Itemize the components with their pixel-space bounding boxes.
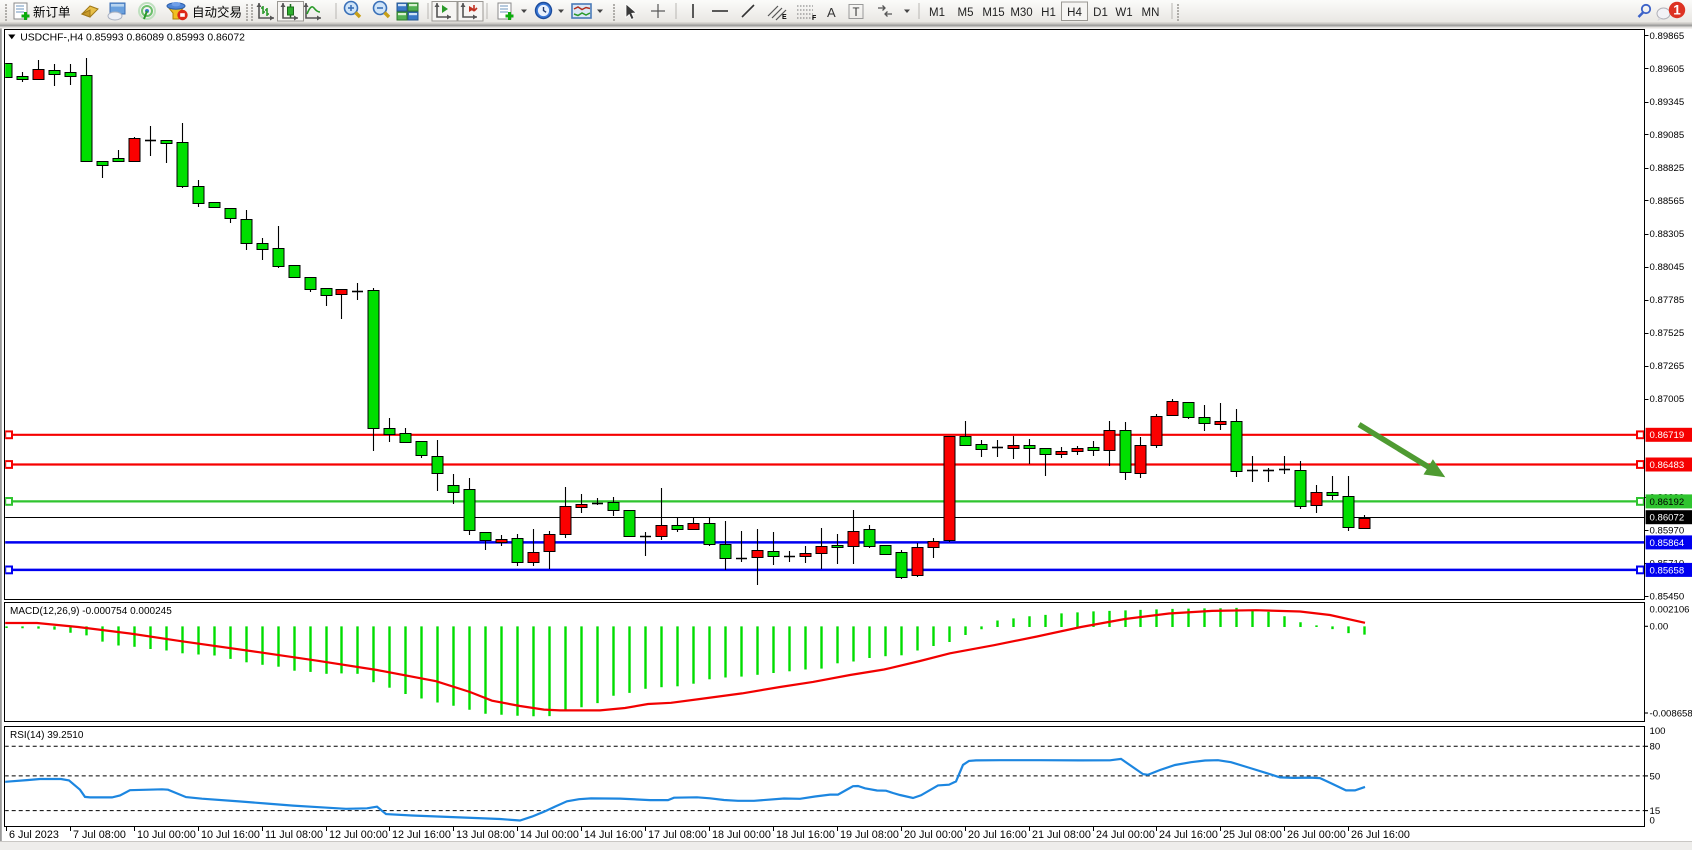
svg-text:USDCHF-,H4 0.85993 0.86089 0.: USDCHF-,H4 0.85993 0.86089 0.85993 0.860… (20, 32, 245, 43)
svg-text:MACD(12,26,9) -0.000754 0.0002: MACD(12,26,9) -0.000754 0.000245 (10, 606, 172, 617)
svg-text:80: 80 (1650, 742, 1661, 753)
svg-text:D1: D1 (1093, 7, 1108, 19)
svg-text:RSI(14) 39.2510: RSI(14) 39.2510 (10, 730, 84, 741)
svg-text:M5: M5 (958, 7, 974, 19)
svg-text:20 Jul 16:00: 20 Jul 16:00 (968, 829, 1027, 841)
svg-text:17 Jul 08:00: 17 Jul 08:00 (648, 829, 707, 841)
svg-text:0.86072: 0.86072 (1650, 513, 1685, 524)
svg-text:14 Jul 16:00: 14 Jul 16:00 (584, 829, 643, 841)
svg-text:0.00: 0.00 (1650, 622, 1669, 633)
svg-text:13 Jul 08:00: 13 Jul 08:00 (456, 829, 515, 841)
svg-text:M15: M15 (982, 7, 1004, 19)
svg-text:0.86719: 0.86719 (1650, 430, 1685, 441)
svg-text:6 Jul 2023: 6 Jul 2023 (9, 829, 59, 841)
svg-text:0.85658: 0.85658 (1650, 565, 1685, 576)
svg-text:W1: W1 (1115, 7, 1132, 19)
svg-text:0.88305: 0.88305 (1650, 229, 1685, 240)
svg-text:0.87525: 0.87525 (1650, 328, 1685, 339)
svg-text:10 Jul 00:00: 10 Jul 00:00 (137, 829, 196, 841)
svg-text:0.89605: 0.89605 (1650, 64, 1685, 75)
svg-text:F: F (812, 15, 817, 22)
svg-text:0.89085: 0.89085 (1650, 130, 1685, 141)
svg-text:19 Jul 08:00: 19 Jul 08:00 (840, 829, 899, 841)
svg-text:50: 50 (1650, 771, 1661, 782)
svg-text:14 Jul 00:00: 14 Jul 00:00 (520, 829, 579, 841)
svg-text:24 Jul 16:00: 24 Jul 16:00 (1159, 829, 1218, 841)
svg-text:0.89345: 0.89345 (1650, 97, 1685, 108)
svg-text:0: 0 (1650, 816, 1655, 827)
svg-text:新订单: 新订单 (33, 5, 71, 20)
svg-text:0.87785: 0.87785 (1650, 295, 1685, 306)
svg-text:自动交易: 自动交易 (192, 5, 242, 20)
svg-text:20 Jul 00:00: 20 Jul 00:00 (904, 829, 963, 841)
svg-text:26 Jul 00:00: 26 Jul 00:00 (1287, 829, 1346, 841)
svg-text:0.86192: 0.86192 (1650, 497, 1685, 508)
svg-text:0.85450: 0.85450 (1650, 592, 1685, 603)
svg-text:15: 15 (1650, 806, 1661, 817)
svg-text:A: A (827, 5, 836, 20)
svg-text:18 Jul 00:00: 18 Jul 00:00 (712, 829, 771, 841)
svg-text:100: 100 (1650, 726, 1666, 737)
svg-text:0.87265: 0.87265 (1650, 361, 1685, 372)
svg-text:0.88825: 0.88825 (1650, 163, 1685, 174)
svg-text:E: E (782, 14, 787, 21)
svg-text:M30: M30 (1010, 7, 1032, 19)
svg-text:0.85970: 0.85970 (1650, 526, 1685, 537)
svg-text:1: 1 (1673, 3, 1681, 18)
svg-text:M1: M1 (929, 7, 945, 19)
svg-text:26 Jul 16:00: 26 Jul 16:00 (1351, 829, 1410, 841)
svg-text:H1: H1 (1041, 7, 1056, 19)
svg-text:18 Jul 16:00: 18 Jul 16:00 (776, 829, 835, 841)
svg-text:0.89865: 0.89865 (1650, 31, 1685, 42)
svg-text:25 Jul 08:00: 25 Jul 08:00 (1223, 829, 1282, 841)
svg-text:24 Jul 00:00: 24 Jul 00:00 (1096, 829, 1155, 841)
svg-text:12 Jul 16:00: 12 Jul 16:00 (392, 829, 451, 841)
svg-text:-0.008658: -0.008658 (1650, 708, 1692, 719)
svg-text:7 Jul 08:00: 7 Jul 08:00 (73, 829, 126, 841)
svg-text:0.88565: 0.88565 (1650, 196, 1685, 207)
svg-text:0.85864: 0.85864 (1650, 538, 1685, 549)
svg-text:0.86483: 0.86483 (1650, 460, 1685, 471)
svg-text:0.002106: 0.002106 (1650, 604, 1690, 615)
svg-text:T: T (853, 7, 860, 19)
svg-text:0.88045: 0.88045 (1650, 262, 1685, 273)
svg-text:H4: H4 (1067, 7, 1082, 19)
svg-text:10 Jul 16:00: 10 Jul 16:00 (201, 829, 260, 841)
svg-text:11 Jul 08:00: 11 Jul 08:00 (265, 829, 323, 841)
svg-text:12 Jul 00:00: 12 Jul 00:00 (329, 829, 388, 841)
svg-text:21 Jul 08:00: 21 Jul 08:00 (1032, 829, 1091, 841)
svg-text:0.87005: 0.87005 (1650, 394, 1685, 405)
svg-text:MN: MN (1142, 7, 1160, 19)
